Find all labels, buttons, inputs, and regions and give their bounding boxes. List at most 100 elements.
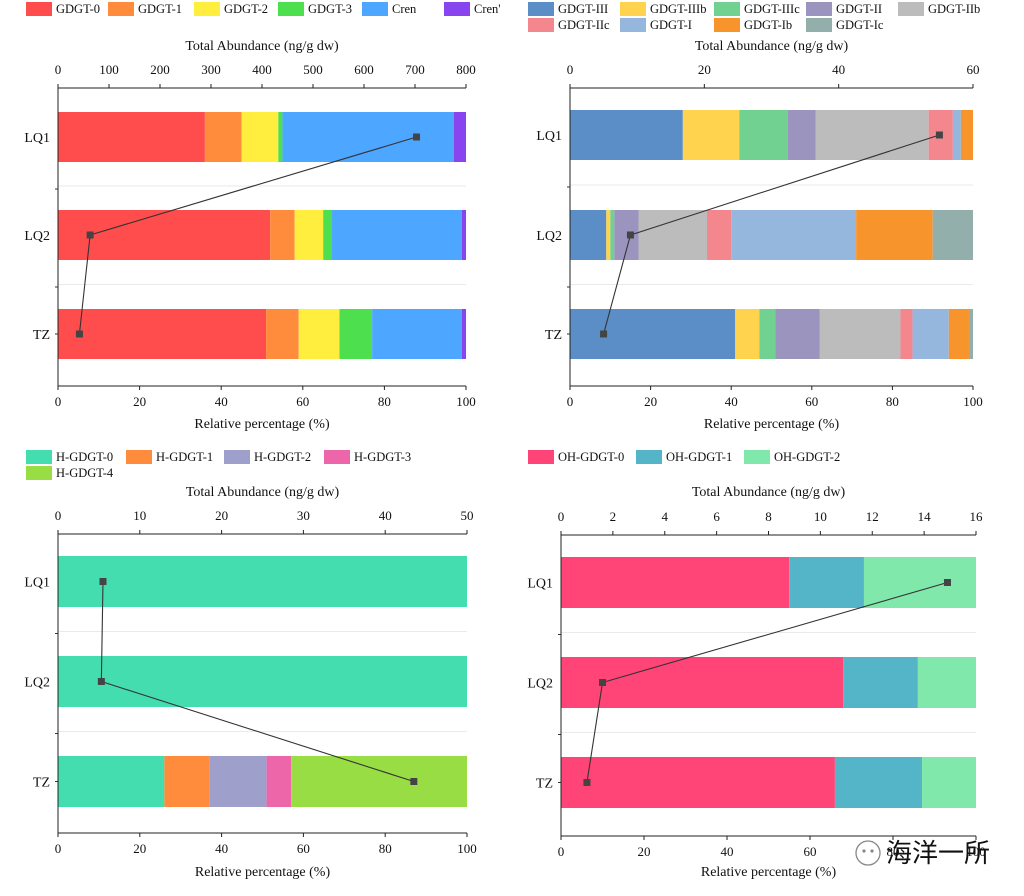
bar-segment-lq2-gdgt-3	[323, 210, 332, 260]
x-tick-label: 80	[378, 394, 391, 409]
x-tick-label: 20	[644, 394, 657, 409]
total-abundance-point-lq1	[935, 131, 943, 139]
bar-segment-lq2-gdgt-ic	[932, 210, 973, 260]
legend-label: GDGT-Ib	[744, 18, 792, 32]
x-tick-label: 40	[725, 394, 738, 409]
secondary-x-tick-label: 30	[297, 508, 310, 523]
total-abundance-point-tz	[410, 778, 418, 785]
x-tick-label: 100	[457, 841, 477, 856]
legend-swatch-h-gdgt-4	[26, 466, 52, 480]
legend-label: H-GDGT-0	[56, 450, 113, 464]
category-label: TZ	[33, 776, 50, 791]
bar-segment-tz-gdgt-ib	[948, 309, 969, 359]
secondary-x-tick-label: 0	[567, 62, 574, 77]
x-tick-label: 60	[297, 841, 310, 856]
legend-label: GDGT-2	[224, 2, 268, 16]
bar-segment-tz-gdgt-iii	[570, 309, 736, 359]
legend-swatch-h-gdgt-1	[126, 450, 152, 464]
bar-segment-tz-gdgt-iib	[819, 309, 901, 359]
legend-label: GDGT-3	[308, 2, 352, 16]
legend-label: Cren'	[474, 2, 501, 16]
total-abundance-point-tz	[583, 779, 591, 786]
category-label: LQ2	[24, 229, 50, 244]
x-tick-label: 60	[805, 394, 818, 409]
bar-segment-tz-oh-gdgt-2	[922, 757, 976, 808]
legend-swatch-gdgt-iiib	[620, 2, 646, 16]
bar-segment-tz-oh-gdgt-0	[561, 757, 835, 808]
total-abundance-point-tz	[600, 330, 608, 338]
bar-segment-tz-gdgt-iic	[900, 309, 913, 359]
x-tick-label: 100	[963, 394, 983, 409]
category-label: LQ2	[527, 677, 553, 692]
category-label: LQ1	[536, 129, 562, 144]
bar-segment-lq2-gdgt-iic	[707, 210, 732, 260]
legend-swatch-gdgt-i	[620, 18, 646, 32]
total-abundance-point-lq2	[599, 679, 606, 686]
x-tick-label: 80	[379, 841, 392, 856]
bar-segment-lq1-cren'	[453, 112, 466, 162]
secondary-x-tick-label: 14	[918, 509, 932, 524]
legend-label: GDGT-IIc	[558, 18, 610, 32]
bar-segment-lq2-gdgt-2	[294, 210, 324, 260]
legend-label: Cren	[392, 2, 417, 16]
secondary-x-axis-title: Total Abundance (ng/g dw)	[692, 485, 846, 500]
bar-segment-lq1-oh-gdgt-2	[863, 557, 976, 608]
bar-segment-lq1-cren	[282, 112, 454, 162]
x-tick-label: 0	[558, 844, 565, 859]
panel-archaeal-gdgts: GDGT-0 GDGT-1 GDGT-2 GDGT-3 Cren Cren' LQ1 LQ2 T…	[24, 2, 501, 432]
x-tick-label: 40	[721, 844, 734, 859]
legend-label: GDGT-0	[56, 2, 100, 16]
wechat-icon	[855, 840, 881, 866]
total-abundance-point-lq1	[99, 578, 107, 585]
legend-swatch-gdgt-iii	[528, 2, 554, 16]
bar-segment-lq1-gdgt-iiib	[682, 110, 740, 160]
secondary-x-tick-label: 0	[55, 508, 62, 523]
x-axis-title: Relative percentage (%)	[194, 417, 330, 432]
bar-segment-lq2-cren'	[461, 210, 466, 260]
secondary-x-tick-label: 12	[866, 509, 879, 524]
bar-segment-lq1-gdgt-iiic	[739, 110, 788, 160]
secondary-x-tick-label: 20	[215, 508, 228, 523]
legend-label: GDGT-1	[138, 2, 182, 16]
x-tick-label: 0	[55, 394, 62, 409]
bar-segment-lq2-gdgt-iii	[570, 210, 607, 260]
secondary-x-tick-label: 4	[662, 509, 669, 524]
bar-segment-lq2-gdgt-iiib	[606, 210, 611, 260]
bar-segment-tz-h-gdgt-2	[209, 756, 267, 807]
x-tick-label: 40	[215, 394, 228, 409]
secondary-x-tick-label: 200	[150, 62, 170, 77]
legend-label: GDGT-II	[836, 2, 882, 16]
legend-swatch-gdgt-iib	[898, 2, 924, 16]
secondary-x-tick-label: 800	[456, 62, 476, 77]
legend-label: OH-GDGT-2	[774, 450, 840, 464]
secondary-x-tick-label: 6	[713, 509, 720, 524]
bar-segment-lq1-gdgt-ii	[787, 110, 816, 160]
legend-swatch-gdgt-2	[194, 2, 220, 16]
bar-segment-tz-gdgt-2	[298, 309, 340, 359]
watermark-text: 海洋一所	[886, 839, 990, 869]
bar-segment-lq1-oh-gdgt-1	[789, 557, 864, 608]
legend-swatch-oh-gdgt-2	[744, 450, 770, 464]
total-abundance-point-lq2	[97, 678, 105, 685]
x-tick-label: 40	[215, 841, 228, 856]
secondary-x-tick-label: 400	[252, 62, 272, 77]
legend-swatch-gdgt-0	[26, 2, 52, 16]
bar-segment-tz-h-gdgt-4	[291, 756, 467, 807]
legend-swatch-gdgt-ic	[806, 18, 832, 32]
bar-segment-lq2-oh-gdgt-2	[917, 657, 976, 708]
bar-segment-lq1-gdgt-0	[58, 112, 205, 162]
panel-h-gdgts: H-GDGT-0 H-GDGT-1 H-GDGT-2 H-GDGT-3 H-GDGT-4…	[24, 450, 477, 880]
total-abundance-point-lq1	[943, 579, 951, 586]
legend-label: H-GDGT-2	[254, 450, 311, 464]
bar-segment-lq2-gdgt-i	[731, 210, 857, 260]
secondary-x-tick-label: 0	[558, 509, 565, 524]
x-tick-label: 20	[638, 844, 651, 859]
category-label: TZ	[536, 777, 553, 792]
bar-segment-tz-h-gdgt-1	[164, 756, 210, 807]
bar-segment-tz-gdgt-ic	[968, 309, 973, 359]
bar-segment-lq1-gdgt-3	[278, 112, 283, 162]
legend-swatch-gdgt-3	[278, 2, 304, 16]
secondary-x-tick-label: 0	[55, 62, 62, 77]
legend-label: OH-GDGT-1	[666, 450, 732, 464]
